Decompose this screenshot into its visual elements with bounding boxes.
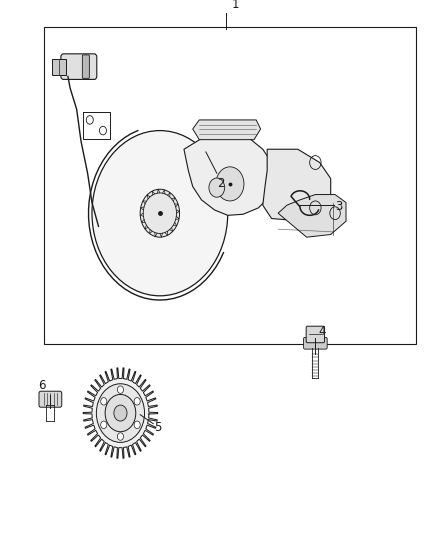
Circle shape — [114, 405, 127, 421]
Polygon shape — [193, 120, 261, 140]
Circle shape — [96, 384, 145, 442]
Polygon shape — [184, 136, 274, 215]
FancyBboxPatch shape — [82, 55, 89, 78]
Polygon shape — [278, 195, 346, 237]
Text: 6: 6 — [39, 379, 46, 392]
Circle shape — [134, 398, 140, 405]
Text: 4: 4 — [319, 326, 326, 338]
FancyBboxPatch shape — [306, 326, 325, 343]
Circle shape — [140, 189, 180, 237]
Circle shape — [92, 131, 228, 296]
Text: 5: 5 — [154, 421, 162, 434]
Bar — [44, 27, 416, 344]
Circle shape — [101, 421, 107, 429]
FancyBboxPatch shape — [52, 59, 66, 75]
Polygon shape — [83, 368, 158, 458]
FancyBboxPatch shape — [304, 337, 327, 349]
Circle shape — [117, 386, 124, 393]
Text: 2: 2 — [217, 177, 224, 190]
Circle shape — [105, 394, 136, 432]
Text: 1: 1 — [232, 0, 240, 11]
Polygon shape — [263, 149, 331, 221]
FancyBboxPatch shape — [39, 391, 62, 407]
Circle shape — [209, 178, 225, 197]
Circle shape — [134, 421, 140, 429]
Circle shape — [216, 167, 244, 201]
Text: 3: 3 — [335, 200, 343, 213]
Circle shape — [101, 398, 107, 405]
FancyBboxPatch shape — [61, 54, 97, 79]
Circle shape — [117, 433, 124, 440]
